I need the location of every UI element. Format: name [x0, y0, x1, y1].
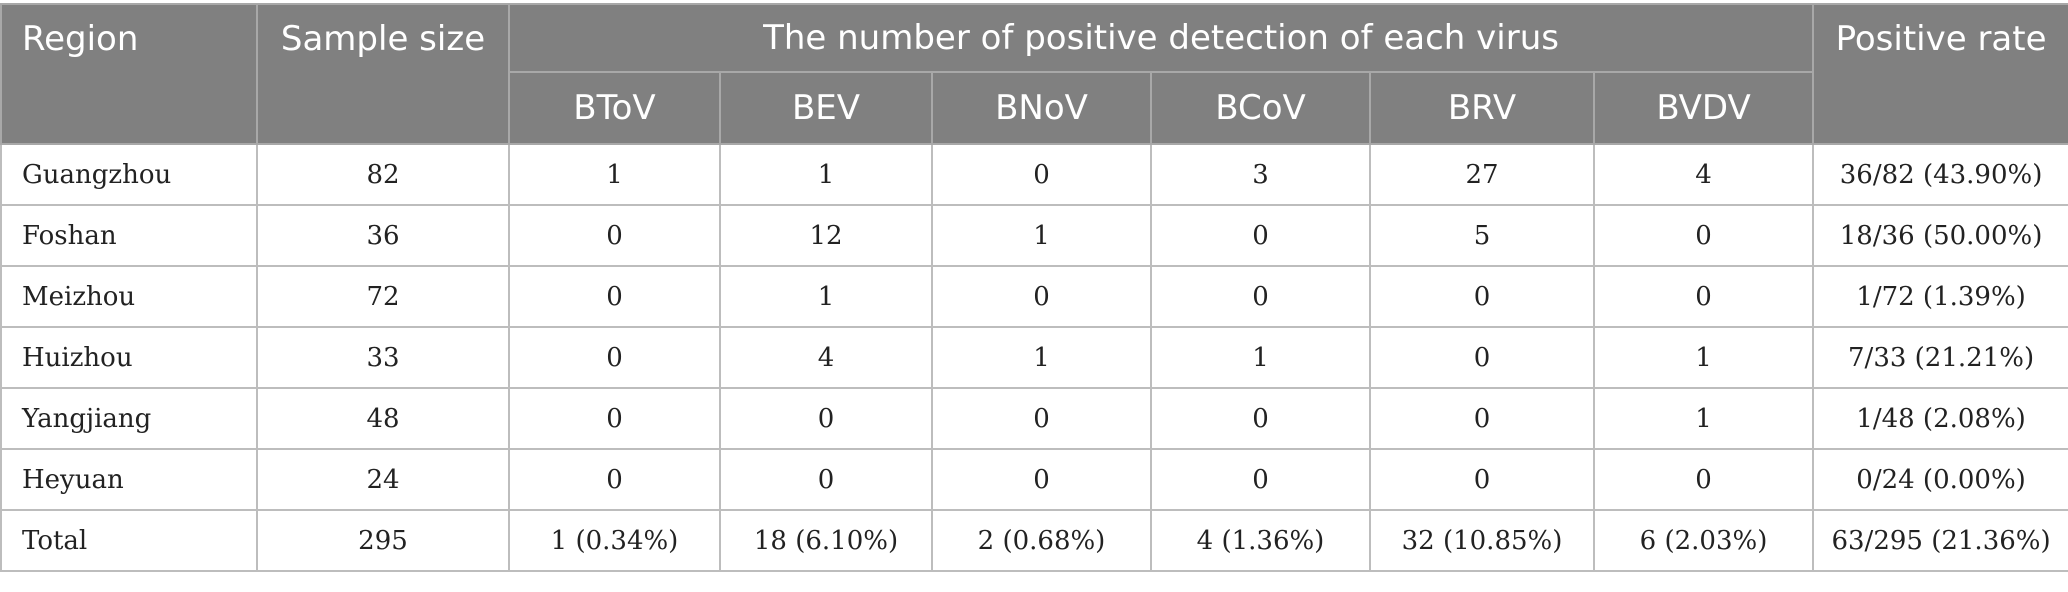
table-header: Region Sample size The number of positiv…	[0, 3, 2068, 145]
cell-btov: 1	[508, 143, 721, 206]
cell-bcov: 0	[1150, 448, 1371, 511]
cell-sample-size: 36	[256, 204, 510, 267]
cell-bnov: 0	[931, 448, 1152, 511]
header-virus-bev: BEV	[719, 71, 933, 145]
cell-btov: 0	[508, 326, 721, 389]
table-row: Yangjiang 48 0 0 0 0 0 1 1/48 (2.08%)	[0, 387, 2068, 450]
cell-bev: 12	[719, 204, 933, 267]
cell-bnov: 2 (0.68%)	[931, 509, 1152, 572]
table-row: Heyuan 24 0 0 0 0 0 0 0/24 (0.00%)	[0, 448, 2068, 511]
cell-brv: 32 (10.85%)	[1369, 509, 1595, 572]
cell-bcov: 0	[1150, 387, 1371, 450]
cell-btov: 0	[508, 448, 721, 511]
cell-bnov: 0	[931, 387, 1152, 450]
cell-bvdv: 0	[1592, 265, 1815, 328]
cell-bnov: 0	[931, 265, 1152, 328]
cell-bcov: 3	[1150, 143, 1371, 206]
cell-positive-rate: 7/33 (21.21%)	[1812, 326, 2068, 389]
table-row: Huizhou 33 0 4 1 1 0 1 7/33 (21.21%)	[0, 326, 2068, 389]
cell-brv: 0	[1369, 448, 1595, 511]
cell-region: Huizhou	[0, 326, 258, 389]
cell-region: Yangjiang	[0, 387, 258, 450]
cell-region: Total	[0, 509, 258, 572]
cell-positive-rate: 0/24 (0.00%)	[1812, 448, 2068, 511]
cell-bev: 0	[719, 448, 933, 511]
cell-brv: 0	[1369, 326, 1595, 389]
header-virus-group: The number of positive detection of each…	[507, 3, 1815, 73]
cell-region: Guangzhou	[0, 143, 258, 206]
cell-btov: 0	[508, 265, 721, 328]
table-row: Foshan 36 0 12 1 0 5 0 18/36 (50.00%)	[0, 204, 2068, 267]
cell-positive-rate: 36/82 (43.90%)	[1812, 143, 2068, 206]
cell-sample-size: 48	[256, 387, 510, 450]
virus-detection-table: Region Sample size The number of positiv…	[0, 3, 2068, 572]
cell-bvdv: 4	[1592, 143, 1815, 206]
cell-region: Heyuan	[0, 448, 258, 511]
cell-positive-rate: 63/295 (21.36%)	[1812, 509, 2068, 572]
cell-brv: 27	[1369, 143, 1595, 206]
cell-bvdv: 1	[1592, 387, 1815, 450]
cell-brv: 5	[1369, 204, 1595, 267]
cell-bvdv: 1	[1592, 326, 1815, 389]
header-virus-btov: BToV	[508, 71, 721, 145]
cell-region: Meizhou	[0, 265, 258, 328]
cell-brv: 0	[1369, 387, 1595, 450]
table-row: Meizhou 72 0 1 0 0 0 0 1/72 (1.39%)	[0, 265, 2068, 328]
cell-bnov: 1	[931, 204, 1152, 267]
cell-bnov: 0	[931, 143, 1152, 206]
cell-positive-rate: 18/36 (50.00%)	[1812, 204, 2068, 267]
cell-sample-size: 295	[256, 509, 510, 572]
cell-bev: 1	[719, 265, 933, 328]
cell-bnov: 1	[931, 326, 1152, 389]
cell-bev: 1	[719, 143, 933, 206]
header-positive-rate: Positive rate	[1812, 3, 2068, 145]
header-virus-bcov: BCoV	[1150, 71, 1371, 145]
cell-sample-size: 33	[256, 326, 510, 389]
cell-bvdv: 6 (2.03%)	[1592, 509, 1815, 572]
cell-positive-rate: 1/48 (2.08%)	[1812, 387, 2068, 450]
cell-btov: 1 (0.34%)	[508, 509, 721, 572]
cell-sample-size: 82	[256, 143, 510, 206]
cell-btov: 0	[508, 387, 721, 450]
cell-bev: 0	[719, 387, 933, 450]
cell-brv: 0	[1369, 265, 1595, 328]
cell-bvdv: 0	[1592, 448, 1815, 511]
table-body: Guangzhou 82 1 1 0 3 27 4 36/82 (43.90%)…	[0, 143, 2068, 572]
cell-sample-size: 72	[256, 265, 510, 328]
header-sample-size: Sample size	[256, 3, 510, 145]
cell-bev: 18 (6.10%)	[719, 509, 933, 572]
cell-positive-rate: 1/72 (1.39%)	[1812, 265, 2068, 328]
header-virus-bnov: BNoV	[931, 71, 1152, 145]
cell-sample-size: 24	[256, 448, 510, 511]
cell-region: Foshan	[0, 204, 258, 267]
cell-bcov: 0	[1150, 265, 1371, 328]
cell-btov: 0	[508, 204, 721, 267]
cell-bev: 4	[719, 326, 933, 389]
header-region: Region	[0, 3, 258, 145]
cell-bvdv: 0	[1592, 204, 1815, 267]
cell-bcov: 0	[1150, 204, 1371, 267]
cell-bcov: 4 (1.36%)	[1150, 509, 1371, 572]
cell-bcov: 1	[1150, 326, 1371, 389]
header-virus-brv: BRV	[1369, 71, 1595, 145]
table-row-total: Total 295 1 (0.34%) 18 (6.10%) 2 (0.68%)…	[0, 509, 2068, 572]
header-virus-bvdv: BVDV	[1592, 71, 1815, 145]
table-row: Guangzhou 82 1 1 0 3 27 4 36/82 (43.90%)	[0, 143, 2068, 206]
